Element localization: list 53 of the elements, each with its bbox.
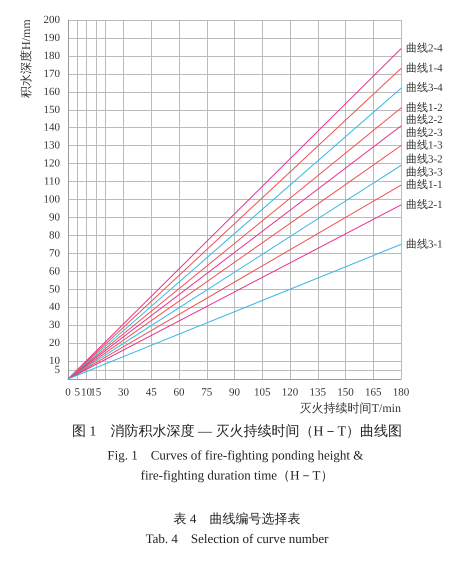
x-tick-label: 75 xyxy=(201,386,213,398)
y-tick-label: 40 xyxy=(49,301,60,314)
y-tick-label: 60 xyxy=(49,265,60,278)
series-label: 曲线2-4 xyxy=(406,42,444,55)
x-tick-label: 15 xyxy=(90,386,102,398)
x-axis-title: 灭火持续时间T/min xyxy=(300,401,402,415)
y-tick-label: 170 xyxy=(44,68,60,80)
caption: Tab. 4 Selection of curve number xyxy=(146,531,330,546)
x-tick-label: 105 xyxy=(254,386,271,398)
x-tick-label: 165 xyxy=(365,386,382,398)
y-tick-label: 30 xyxy=(49,319,60,332)
y-tick-label: 90 xyxy=(49,211,60,224)
y-tick-label: 70 xyxy=(49,247,60,260)
y-tick-label: 80 xyxy=(49,229,60,242)
y-tick-label: 160 xyxy=(44,86,60,98)
series-label: 曲线2-1 xyxy=(406,198,443,211)
x-tick-label: 150 xyxy=(337,386,354,398)
x-tick-label: 90 xyxy=(229,386,240,398)
x-tick-label: 60 xyxy=(174,386,185,398)
text: 图 1 消防积水深度 — 灭火持续时间（H－T）曲线图 xyxy=(72,424,402,440)
series-label: 曲线1-2 xyxy=(406,100,443,114)
y-tick-label: 140 xyxy=(44,122,60,134)
text: 表 4 曲线编号选择表 xyxy=(174,511,300,526)
y-tick-label: 200 xyxy=(44,14,60,26)
x-tick-label: 45 xyxy=(146,386,158,398)
y-tick-label: 190 xyxy=(44,32,60,44)
annotation: 曲线3-3 xyxy=(406,165,444,178)
x-tick-label: 10 xyxy=(81,386,92,398)
y-tick-label: 20 xyxy=(49,337,60,350)
series-label: 曲线3-4 xyxy=(406,81,444,94)
x-tick-label: 30 xyxy=(118,386,130,398)
series-label: 曲线1-1 xyxy=(406,178,443,192)
x-tick-label: 120 xyxy=(282,386,299,398)
series-label: 曲线2-2 xyxy=(406,112,443,126)
x-tick-label: 0 xyxy=(65,386,72,398)
x-tick-label: 5 xyxy=(74,386,80,398)
y-tick-label: 180 xyxy=(44,50,60,62)
x-tick-label: 135 xyxy=(310,386,326,398)
series-label: 曲线3-1 xyxy=(406,237,443,250)
series-label: 曲线1-4 xyxy=(406,61,444,74)
series-label: 曲线3-2 xyxy=(406,152,443,166)
y-tick-label: 150 xyxy=(44,104,60,116)
y-tick-label: 5 xyxy=(54,364,60,376)
y-tick-label: 100 xyxy=(44,194,60,206)
y-tick-label: 130 xyxy=(44,140,60,152)
x-tick-label: 180 xyxy=(392,386,410,398)
series-label: 曲线1-3 xyxy=(406,138,444,152)
y-axis-title: 积水深度H/mm xyxy=(19,18,33,98)
y-tick-label: 110 xyxy=(44,176,60,188)
y-tick-label: 50 xyxy=(49,283,60,296)
text: Fig. 1 Curves of fire-fighting ponding height & fire-fighting duration time（H－T） xyxy=(107,448,367,482)
annotation: 曲线2-3 xyxy=(406,126,444,139)
y-tick-label: 120 xyxy=(44,158,60,170)
